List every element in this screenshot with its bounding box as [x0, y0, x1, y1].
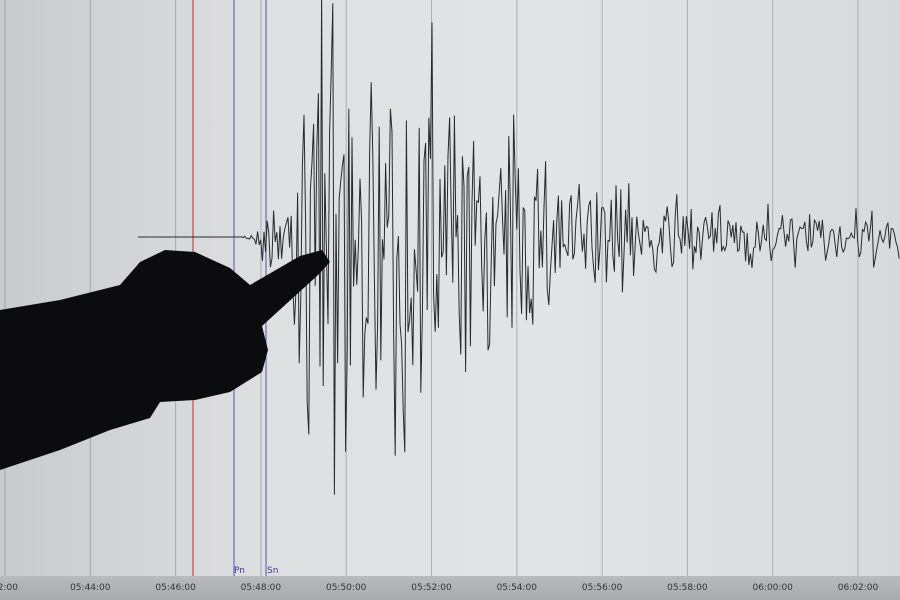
time-tick-label: 06:00:00: [752, 583, 793, 593]
time-tick-label: 05:56:00: [581, 583, 623, 593]
hand-icon: [0, 250, 330, 470]
time-tick-label: 05:48:00: [240, 583, 282, 593]
time-tick-label: 05:46:00: [155, 583, 196, 593]
time-tick-label: 06:02:00: [837, 583, 879, 593]
time-axis: [0, 576, 900, 600]
time-tick-label: 05:54:00: [496, 583, 538, 593]
time-tick-label: 05:58:00: [667, 583, 708, 593]
seismic-waveform: [138, 0, 900, 495]
sn-marker-label: Sn: [267, 566, 279, 576]
time-tick-label: 05:52:00: [411, 583, 452, 593]
time-tick-label: 42:00: [0, 583, 18, 593]
time-tick-label: 05:50:00: [325, 583, 367, 593]
time-tick-label: 05:44:00: [70, 583, 111, 593]
pn-marker-label: Pn: [234, 566, 245, 576]
